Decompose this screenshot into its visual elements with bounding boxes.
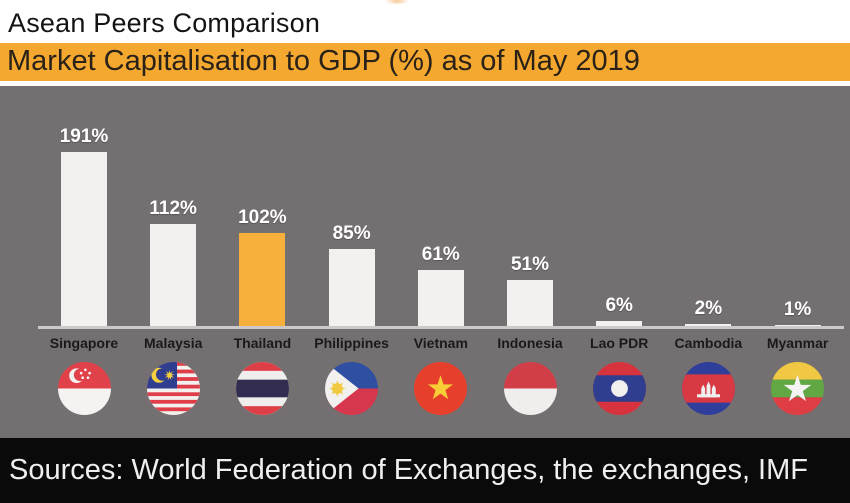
bar-value-label-singapore: 191% — [59, 126, 109, 147]
bar-value-label-indonesia: 51% — [510, 254, 550, 275]
category-label-thailand: Thailand — [233, 335, 292, 351]
bar-vietnam — [417, 270, 464, 326]
bar-value-label-lao-pdr: 6% — [605, 295, 633, 316]
category-label-vietnam: Vietnam — [413, 335, 468, 351]
thailand-flag-icon — [235, 362, 289, 415]
bar-thailand — [239, 233, 286, 326]
malaysia-flag-icon — [146, 362, 200, 415]
vietnam-flag-icon — [414, 362, 468, 415]
cambodia-flag-icon — [681, 362, 735, 415]
sources-bar: Sources: World Federation of Exchanges, … — [0, 438, 850, 503]
bar-value-label-vietnam: 61% — [421, 244, 460, 265]
bar-chart: 191% Singapore 112% Malaysia 102% Thailand … — [0, 86, 850, 438]
chart-title-banner: Market Capitalisation to GDP (%) as of M… — [0, 43, 850, 81]
category-label-cambodia: Cambodia — [674, 335, 743, 351]
laos-flag-icon — [592, 362, 646, 415]
bar-value-label-malaysia: 112% — [149, 198, 197, 219]
category-label-singapore: Singapore — [49, 335, 119, 351]
singapore-flag-icon — [57, 362, 111, 415]
category-label-myanmar: Myanmar — [766, 335, 829, 351]
bar-myanmar — [774, 325, 821, 326]
bar-malaysia — [150, 224, 197, 326]
philippines-flag-icon — [325, 362, 379, 415]
indonesia-flag-icon — [503, 362, 557, 415]
laos-flag-icon — [592, 362, 646, 415]
vietnam-flag-icon — [414, 362, 468, 415]
bar-value-label-myanmar: 1% — [783, 299, 812, 320]
category-label-indonesia: Indonesia — [497, 335, 563, 351]
singapore-flag-icon — [57, 362, 111, 415]
bar-value-label-cambodia: 2% — [694, 298, 723, 319]
malaysia-flag-icon — [146, 362, 200, 415]
philippines-flag-icon — [325, 362, 379, 415]
page-title: Asean Peers Comparison — [8, 8, 321, 38]
category-label-philippines: Philippines — [314, 335, 389, 351]
cropped-logo-mark — [385, 0, 409, 5]
bar-philippines — [328, 249, 375, 326]
bar-indonesia — [507, 280, 553, 326]
bar-value-label-philippines: 85% — [332, 223, 371, 244]
bar-cambodia — [685, 324, 732, 326]
category-label-malaysia: Malaysia — [144, 335, 203, 351]
myanmar-flag-icon — [771, 362, 825, 415]
x-axis-line — [38, 326, 844, 329]
bar-singapore — [61, 152, 107, 326]
category-label-lao-pdr: Lao PDR — [590, 335, 649, 351]
sources-text: Sources: World Federation of Exchanges, … — [9, 454, 808, 486]
bar-value-label-thailand: 102% — [238, 207, 287, 228]
cambodia-flag-icon — [681, 362, 735, 415]
thailand-flag-icon — [235, 362, 289, 415]
bar-lao-pdr — [596, 321, 643, 326]
indonesia-flag-icon — [503, 362, 557, 415]
myanmar-flag-icon — [771, 362, 825, 415]
